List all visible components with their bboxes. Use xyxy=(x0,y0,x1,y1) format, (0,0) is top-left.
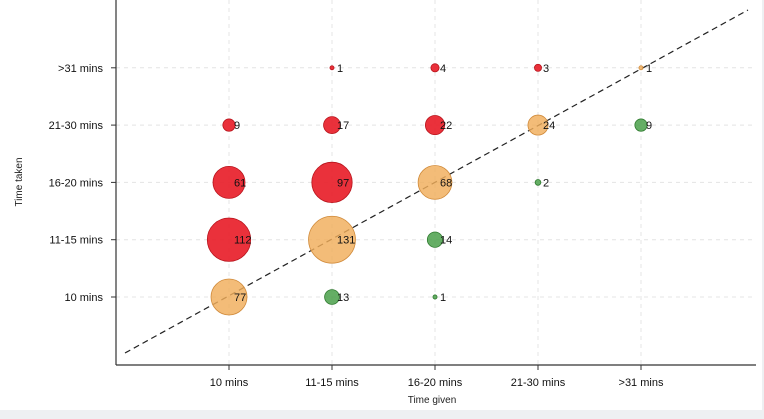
axes xyxy=(111,0,756,370)
y-tick-label-3: 21-30 mins xyxy=(49,120,104,132)
bubble-label-1: 13 xyxy=(337,292,349,304)
bubble-9 xyxy=(534,179,542,186)
bubble-label-4: 131 xyxy=(337,235,355,247)
tick-labels: 10 mins 11-15 mins 16-20 mins 21-30 mins >31… xyxy=(49,63,664,389)
bubble-2 xyxy=(432,294,438,300)
bubbles xyxy=(206,63,648,316)
bubble-label-7: 97 xyxy=(337,177,349,189)
x-tick-label-1: 11-15 mins xyxy=(305,377,359,389)
bubble-1 xyxy=(324,289,340,305)
bubble-13 xyxy=(527,114,549,136)
bubble-7 xyxy=(311,161,353,203)
bubble-label-14: 9 xyxy=(646,120,652,132)
x-tick-label-2: 16-20 mins xyxy=(408,377,463,389)
bubble-12 xyxy=(424,115,446,136)
bubble-label-0: 77 xyxy=(234,292,246,304)
bubble-label-9: 2 xyxy=(543,177,549,189)
bubble-label-2: 1 xyxy=(440,292,446,304)
bubble-label-6: 61 xyxy=(234,177,246,189)
bubble-0 xyxy=(210,278,248,316)
bubble-label-16: 4 xyxy=(440,63,446,75)
bubble-17 xyxy=(534,63,542,72)
bubble-label-15: 1 xyxy=(337,63,343,75)
y-axis-label: Time taken xyxy=(14,157,25,206)
bubble-14 xyxy=(634,118,648,132)
bubble-8 xyxy=(417,165,453,200)
y-tick-label-4: >31 mins xyxy=(58,63,103,75)
bubble-11 xyxy=(323,116,341,134)
y-tick-label-0: 10 mins xyxy=(64,292,103,304)
y-tick-label-1: 11-15 mins xyxy=(49,235,103,247)
bubble-5 xyxy=(426,231,444,248)
bubble-15 xyxy=(329,65,335,71)
x-tick-label-4: >31 mins xyxy=(619,377,664,389)
bubble-label-12: 22 xyxy=(440,120,452,132)
bubble-label-13: 24 xyxy=(543,120,555,132)
bubble-16 xyxy=(430,63,440,73)
bubble-label-10: 9 xyxy=(234,120,240,132)
bubble-18 xyxy=(638,65,644,71)
bubble-10 xyxy=(222,118,236,132)
bubble-label-11: 17 xyxy=(337,120,349,132)
bubble-3 xyxy=(206,217,252,262)
bubble-label-8: 68 xyxy=(440,177,452,189)
bubble-6 xyxy=(212,165,246,199)
bubble-label-3: 112 xyxy=(234,235,252,247)
bubble-4 xyxy=(308,215,356,264)
bubble-label-18: 1 xyxy=(646,63,652,75)
chart-panel xyxy=(0,0,762,410)
y-tick-label-2: 16-20 mins xyxy=(49,177,104,189)
bubble-label-17: 3 xyxy=(543,63,549,75)
x-tick-label-3: 21-30 mins xyxy=(511,377,566,389)
x-axis-label: Time given xyxy=(408,395,457,406)
x-tick-label-0: 10 mins xyxy=(210,377,249,389)
bubble-label-5: 14 xyxy=(440,235,452,247)
